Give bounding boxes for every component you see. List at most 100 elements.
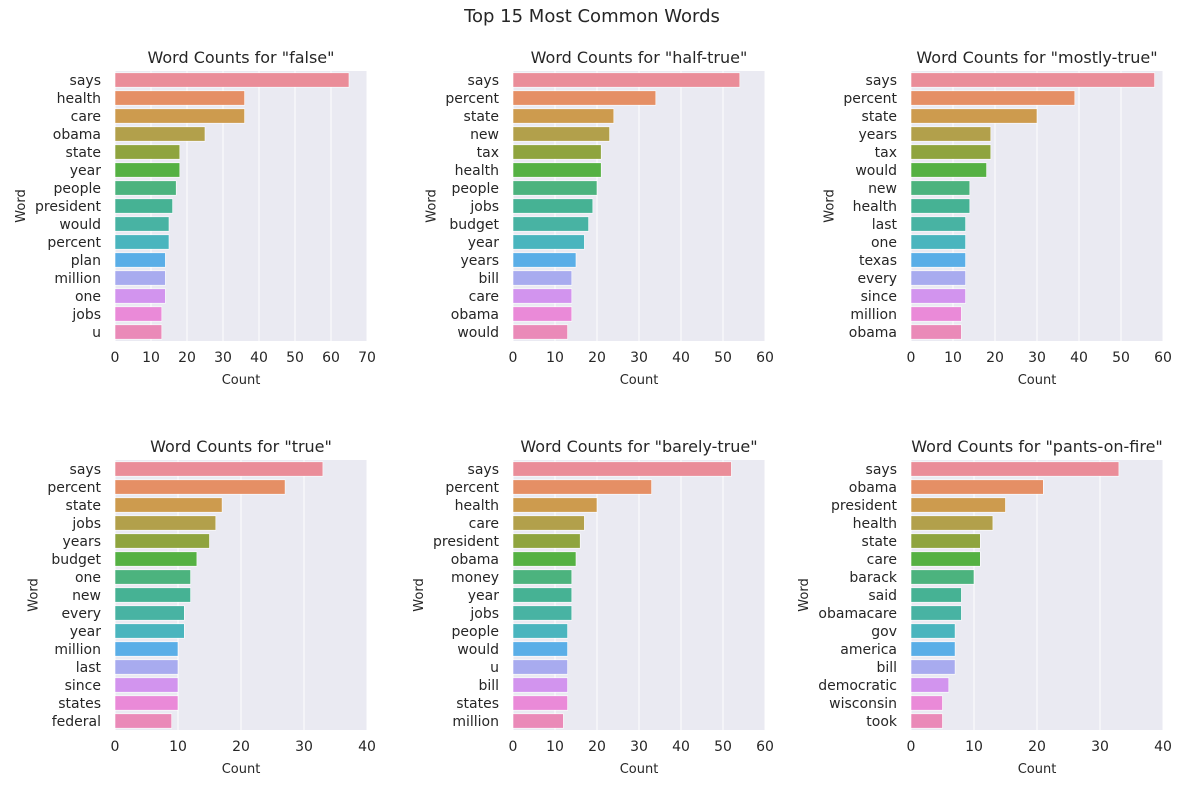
chart-5-ytick-label: took [866,714,898,730]
chart-0-xlabel: Count [222,373,261,388]
chart-1-bar [512,162,602,178]
chart-2-title: Word Counts for "mostly-true" [916,48,1157,67]
chart-3-bar [114,677,179,693]
chart-4-ytick-label: year [468,588,499,604]
chart-3-bar [114,659,179,675]
chart-1-ytick-label: tax [477,145,499,161]
chart-0-ytick-label: jobs [71,307,101,323]
chart-5-xlabel: Count [1018,762,1057,777]
chart-0-ytick-label: year [70,163,101,179]
chart-0-bar [114,162,181,178]
chart-5-bar [910,587,962,603]
chart-5-bar [910,551,981,567]
chart-2-ytick-label: would [855,163,897,179]
chart-3-ytick-label: every [61,606,101,622]
chart-4-title: Word Counts for "barely-true" [520,437,757,456]
chart-1-bar [512,72,741,88]
chart-1-bar [512,234,585,250]
chart-1-bar [512,180,598,196]
chart-2-xtick-label: 30 [1028,350,1046,366]
chart-4-bar [512,659,568,675]
chart-4-xtick-label: 40 [672,739,690,755]
chart-5-bar [910,695,943,711]
chart-5-ytick-label: obamacare [818,606,897,622]
chart-1: 0 10 20 30 40 50 60 says percent state new tax healt… [424,48,774,388]
chart-3-ytick-label: federal [52,714,101,730]
chart-4-ytick-label: obama [451,552,499,568]
chart-1-ytick-label: health [455,163,499,179]
chart-3-bar [114,713,173,729]
chart-3-ytick-label: new [72,588,101,604]
chart-4-ylabel: Word [412,578,427,611]
chart-4-bar [512,497,598,513]
chart-2-bar [910,90,1076,106]
chart-5-bar [910,461,1120,477]
chart-1-title: Word Counts for "half-true" [531,48,748,67]
chart-4-ytick-label: money [451,570,499,586]
chart-3-xtick-label: 30 [295,739,313,755]
chart-3-bar [114,551,198,567]
chart-4-ytick-label: million [452,714,499,730]
chart-2-bar [910,72,1155,88]
chart-0-bar [114,288,166,304]
chart-2-xtick-label: 60 [1154,350,1172,366]
chart-2-xtick-label: 50 [1112,350,1130,366]
chart-2-xtick-label: 10 [944,350,962,366]
chart-1-ytick-label: percent [445,91,499,107]
chart-2-xtick-label: 40 [1070,350,1088,366]
chart-1-bar [512,216,589,232]
chart-1-ytick-label: jobs [469,199,499,215]
chart-1-bar [512,144,602,160]
chart-0-ytick-label: plan [71,253,101,269]
chart-1-bar [512,288,573,304]
chart-5-bar [910,659,956,675]
chart-0-ytick-label: president [35,199,102,215]
chart-4-ytick-label: percent [445,480,499,496]
chart-1-ytick-label: years [460,253,499,269]
chart-4-bar [512,677,568,693]
chart-0-xtick-label: 40 [250,350,268,366]
chart-5-ytick-label: state [862,534,897,550]
chart-0-ytick-label: state [66,145,101,161]
chart-5-bar [910,677,950,693]
chart-3-bar [114,587,191,603]
chart-2-ytick-label: percent [843,91,897,107]
chart-0-ytick-label: one [75,289,101,305]
chart-1-bar [512,108,615,124]
chart-5-bar [910,569,975,585]
chart-4-ytick-label: care [469,516,499,532]
chart-0-bar [114,270,166,286]
chart-1-ytick-label: says [468,73,499,89]
chart-0-title: Word Counts for "false" [147,48,334,67]
chart-2-xtick-label: 0 [907,350,916,366]
chart-1-ytick-label: people [452,181,499,197]
chart-3-ytick-label: year [70,624,101,640]
chart-3-bar [114,569,191,585]
chart-0-xtick-label: 20 [178,350,196,366]
chart-4-xtick-label: 30 [630,739,648,755]
chart-2-bar [910,144,992,160]
chart-4-ytick-label: states [456,696,499,712]
chart-4-bar [512,713,564,729]
chart-2-bar [910,180,971,196]
chart-2-bar [910,108,1038,124]
figure-title: Top 15 Most Common Words [464,6,720,27]
chart-5-bar [910,515,994,531]
chart-5-ytick-label: says [866,462,897,478]
chart-4-ytick-label: people [452,624,499,640]
chart-3: 0 10 20 30 40 says percent state jobs years budget… [26,437,376,777]
chart-5-ytick-label: america [840,642,897,658]
chart-4-xtick-label: 50 [714,739,732,755]
chart-1-xtick-label: 30 [630,350,648,366]
chart-2-ytick-label: million [850,307,897,323]
chart-3-ytick-label: states [58,696,101,712]
chart-3-ylabel: Word [26,578,41,611]
chart-0-xtick-label: 60 [322,350,340,366]
chart-5-ylabel: Word [797,578,812,611]
chart-0-bar [114,126,206,142]
chart-3-title: Word Counts for "true" [150,437,332,456]
chart-1-xtick-label: 0 [509,350,518,366]
chart-3-xlabel: Count [222,762,261,777]
chart-3-ytick-label: state [66,498,101,514]
chart-2-ytick-label: one [871,235,897,251]
